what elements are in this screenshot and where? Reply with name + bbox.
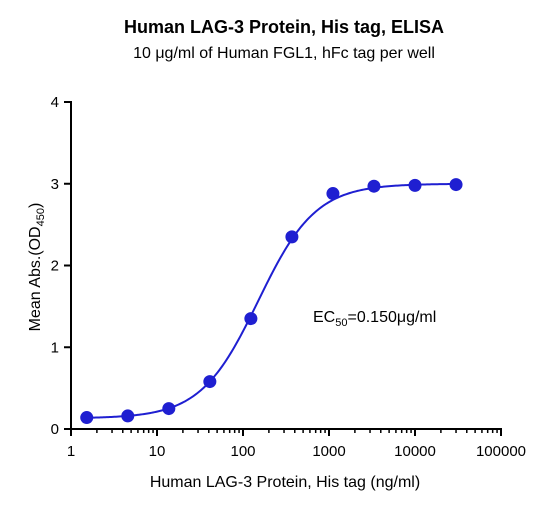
data-point bbox=[203, 375, 217, 389]
chart-title: Human LAG-3 Protein, His tag, ELISA bbox=[124, 17, 444, 37]
x-tick-label: 100000 bbox=[476, 443, 526, 460]
y-tick-label: 4 bbox=[51, 94, 59, 111]
y-axis-label: Mean Abs.(OD450) bbox=[27, 203, 47, 332]
ec50-annotation-subscript: 50 bbox=[335, 317, 347, 329]
x-tick-label: 100 bbox=[230, 443, 255, 460]
y-axis-label-close: ) bbox=[27, 203, 44, 208]
axes bbox=[70, 101, 502, 430]
y-tick-label: 0 bbox=[51, 421, 59, 438]
ec50-annotation: EC50=0.150μg/ml bbox=[313, 309, 436, 329]
data-point bbox=[162, 402, 176, 416]
x-tick-label: 10000 bbox=[394, 443, 436, 460]
data-point bbox=[326, 187, 340, 201]
x-tick-label: 1000 bbox=[312, 443, 345, 460]
ec50-annotation-main: EC bbox=[313, 309, 335, 326]
y-axis-label-subscript: 450 bbox=[35, 208, 47, 226]
x-axis-label: Human LAG-3 Protein, His tag (ng/ml) bbox=[150, 474, 420, 491]
plot-area bbox=[80, 178, 463, 425]
data-point bbox=[408, 178, 422, 192]
x-tick-label: 10 bbox=[149, 443, 166, 460]
data-point bbox=[80, 411, 94, 425]
y-tick-label: 3 bbox=[51, 176, 59, 193]
data-point bbox=[285, 230, 299, 244]
y-axis-ticks: 0 1 2 3 4 bbox=[51, 94, 71, 438]
data-point bbox=[449, 178, 463, 192]
x-axis-ticks: 1 10 100 1000 10000 100000 bbox=[67, 429, 526, 460]
ec50-annotation-value: =0.150μg/ml bbox=[347, 309, 436, 326]
data-point bbox=[367, 179, 381, 193]
chart-subtitle: 10 μg/ml of Human FGL1, hFc tag per well bbox=[133, 45, 435, 62]
y-tick-label: 2 bbox=[51, 258, 59, 275]
data-point bbox=[244, 312, 258, 326]
x-tick-label: 1 bbox=[67, 443, 75, 460]
data-point bbox=[121, 409, 135, 423]
y-tick-label: 1 bbox=[51, 339, 59, 356]
fit-curve bbox=[86, 182, 457, 419]
y-axis-label-main: Mean Abs.(OD bbox=[27, 226, 44, 331]
